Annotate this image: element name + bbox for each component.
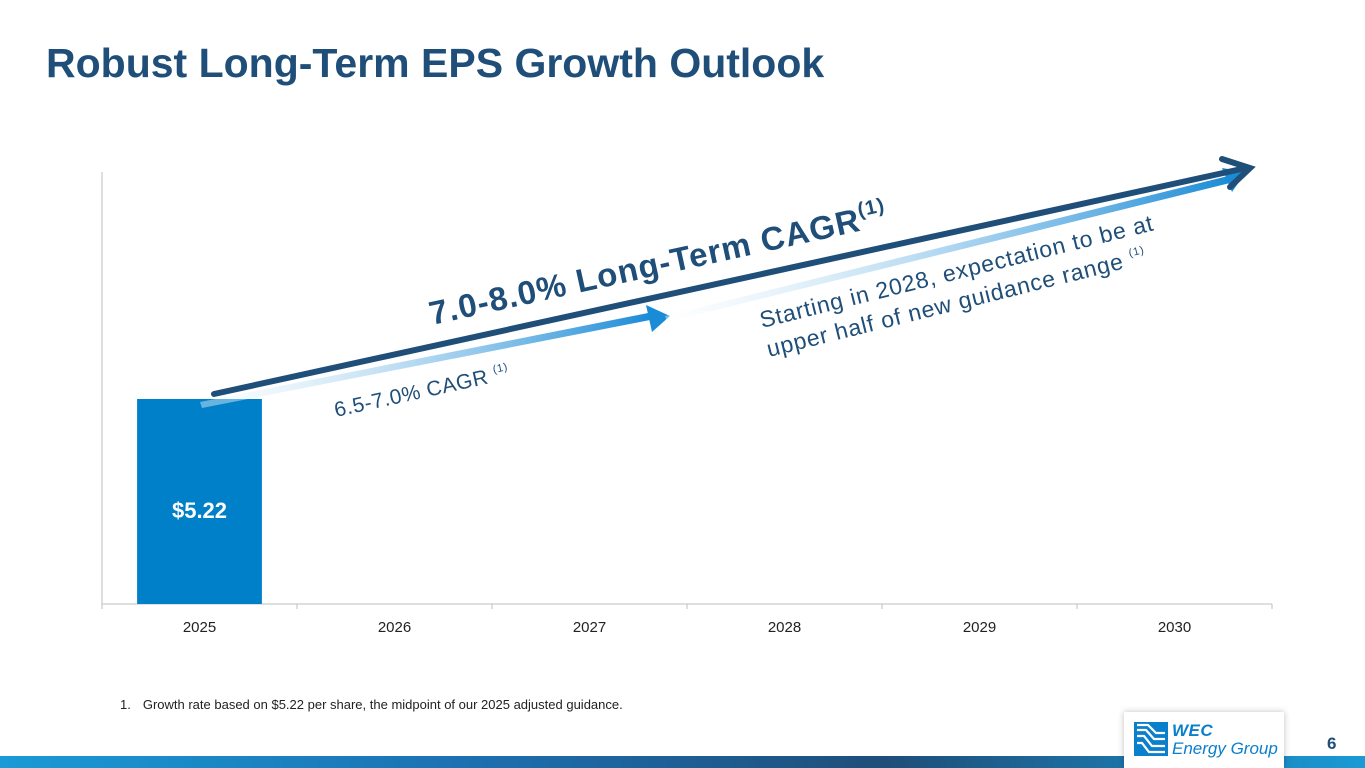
short-term-cagr-label: 6.5-7.0% CAGR (1) xyxy=(332,361,511,422)
short-term-cagr-sup: (1) xyxy=(492,361,509,376)
eps-chart: 2025 2026 2027 2028 2029 2030 $5.22 7.0-8.0% … xyxy=(101,156,1273,636)
footnote-number: 1. xyxy=(120,697,131,712)
logo-text-wec: WEC xyxy=(1172,721,1214,740)
bar-2025 xyxy=(137,398,262,604)
logo-text-energy-group: Energy Group xyxy=(1172,739,1278,758)
x-tick-label-2025: 2025 xyxy=(183,619,216,636)
footnote-text: Growth rate based on $5.22 per share, th… xyxy=(142,697,623,712)
x-tick-label-2030: 2030 xyxy=(1158,619,1191,636)
upper-guidance-arrow xyxy=(665,176,1230,322)
x-tick-label-2029: 2029 xyxy=(963,619,996,636)
upper-guidance-sup: (1) xyxy=(1128,244,1146,259)
page-number: 6 xyxy=(1327,734,1337,753)
x-tick-label-2026: 2026 xyxy=(378,619,411,636)
short-term-cagr-arrowhead xyxy=(646,305,670,332)
long-term-cagr-arrowhead xyxy=(1219,156,1256,190)
short-term-cagr-arrow xyxy=(200,313,650,408)
page-title: Robust Long-Term EPS Growth Outlook xyxy=(46,40,825,86)
footnote: 1. Growth rate based on $5.22 per share, … xyxy=(120,697,623,712)
x-tick-label-2027: 2027 xyxy=(573,619,606,636)
long-term-cagr-arrow xyxy=(211,165,1249,397)
company-logo: WEC Energy Group xyxy=(1124,712,1284,768)
wec-logo-icon xyxy=(1134,722,1168,756)
long-term-cagr-sup: (1) xyxy=(856,194,888,221)
x-tick-label-2028: 2028 xyxy=(768,619,801,636)
bottom-accent-bar xyxy=(0,756,1365,768)
bar-data-label-2025: $5.22 xyxy=(172,498,227,523)
